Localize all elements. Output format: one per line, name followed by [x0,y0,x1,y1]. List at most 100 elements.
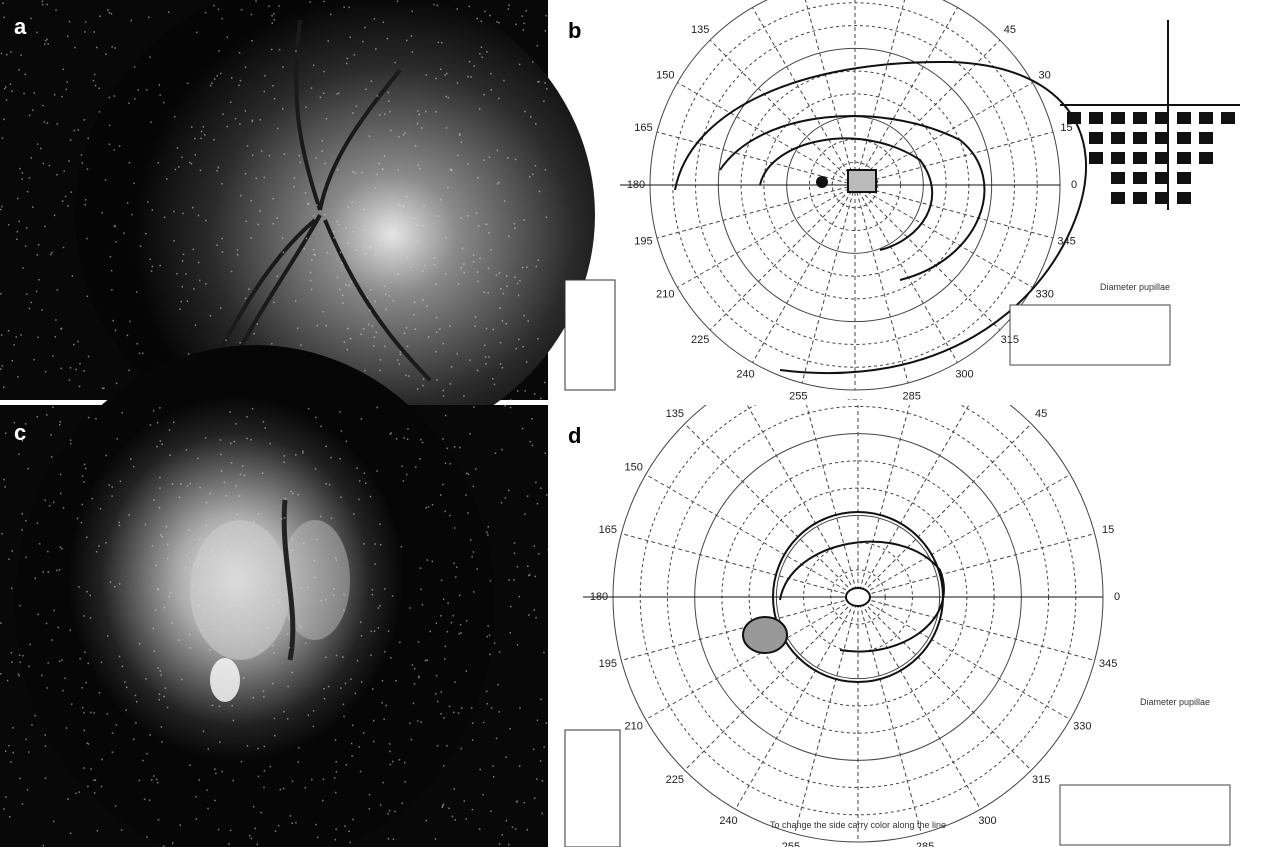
speckle [233,720,235,722]
speckle [272,198,274,200]
speckle [348,7,350,8]
speckle [449,706,451,708]
speckle [330,457,332,459]
defect-square [1089,132,1103,144]
speckle [70,139,72,141]
speckle [342,656,344,658]
speckle [423,378,425,380]
speckle [516,801,518,803]
speckle [344,341,346,343]
speckle [5,86,7,88]
speckle [173,422,175,424]
polar-grid [583,352,1103,842]
speckle [528,614,530,616]
speckle [243,677,245,679]
speckle [246,438,248,440]
speckle [458,283,460,285]
speckle [119,656,121,658]
speckle [333,231,335,233]
speckle [120,481,122,483]
speckle [414,668,416,670]
speckle [373,720,375,722]
speckle [25,520,27,522]
speckle [512,826,514,828]
speckle [527,565,529,567]
speckle [274,98,276,100]
speckle [373,345,375,347]
speckle [69,21,71,23]
speckle [217,75,219,77]
speckle [182,213,184,215]
speckle [400,351,402,353]
speckle [159,487,161,489]
speckle [420,439,422,441]
speckle [313,710,315,712]
speckle [96,551,98,553]
speckle [432,561,434,563]
speckle [139,780,141,782]
speckle [125,709,127,711]
speckle [158,699,160,701]
speckle [111,486,113,488]
speckle [147,201,149,203]
speckle [349,842,351,844]
speckle [323,779,325,781]
speckle [466,620,468,622]
speckle [199,280,201,282]
speckle [473,261,475,263]
speckle [454,788,456,790]
speckle [82,504,84,506]
speckle [25,423,27,425]
speckle [164,217,166,219]
speckle [505,323,507,325]
speckle [419,458,421,460]
speckle [451,622,453,624]
speckle [343,609,345,611]
speckle [537,338,539,340]
speckle [105,455,107,457]
speckle [333,237,335,239]
speckle [460,748,462,750]
speckle [246,416,248,418]
speckle [29,177,31,179]
speckle [320,97,322,99]
speckle [26,293,28,295]
speckle [6,54,8,56]
speckle [94,792,96,794]
speckle [97,830,99,832]
speckle [435,78,437,80]
speckle [190,483,192,485]
speckle [28,666,30,668]
speckle [517,644,519,646]
speckle [173,240,175,242]
speckle [3,119,5,121]
speckle [172,842,174,844]
speckle [203,609,205,611]
angle-label: 180 [590,591,608,603]
speckle [129,321,131,323]
speckle [52,355,54,357]
speckle [3,808,5,810]
speckle [108,484,110,486]
speckle [397,359,399,361]
speckle [46,4,48,6]
speckle [348,285,350,287]
speckle [300,162,302,164]
speckle [166,526,168,528]
speckle [19,654,21,656]
speckle [144,798,146,800]
speckle [335,792,337,794]
speckle [340,496,342,498]
speckle [241,9,243,11]
speckle [1,53,3,55]
speckle [531,418,533,420]
speckle [524,513,526,515]
speckle [55,336,57,338]
speckle [406,196,408,198]
speckle [205,283,207,285]
speckle [343,716,345,718]
speckle [546,88,548,90]
speckle [88,743,90,745]
speckle [248,288,250,290]
speckle [42,571,44,573]
